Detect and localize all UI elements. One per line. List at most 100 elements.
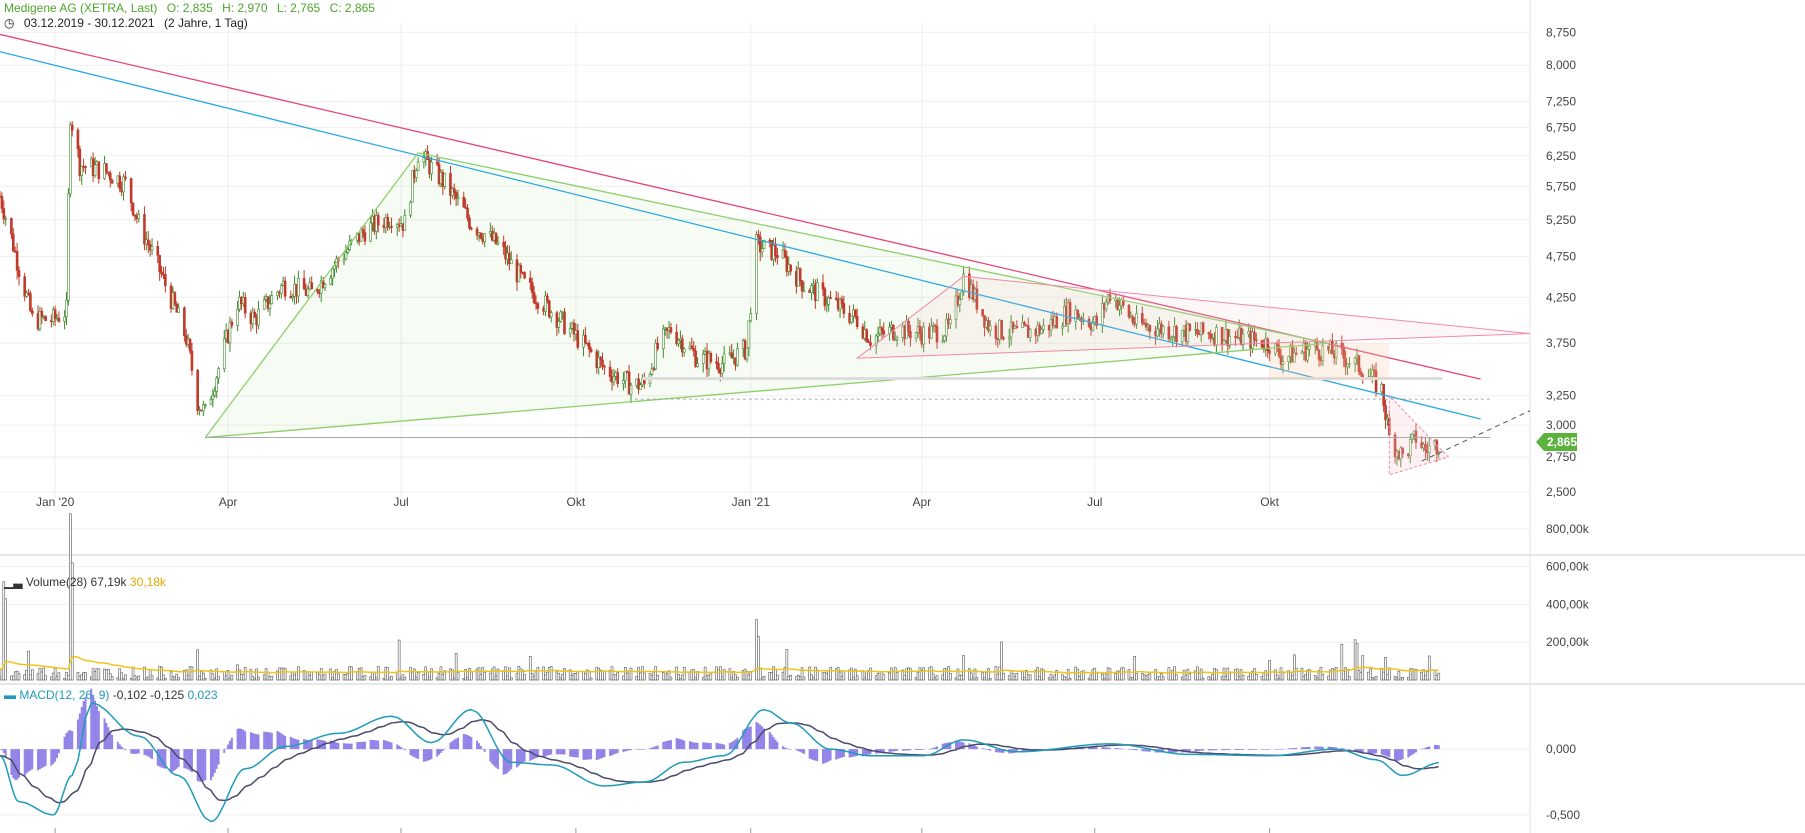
dashed-projection-line	[1421, 410, 1531, 462]
macd-hist-bar	[132, 749, 135, 754]
volume-bar	[994, 666, 998, 681]
trendline-pink	[0, 33, 1481, 380]
candle-body	[76, 129, 80, 150]
candle-body	[568, 328, 572, 335]
macd-hist-bar	[761, 726, 764, 750]
volume-bar	[110, 676, 114, 681]
candle-body	[1340, 343, 1344, 349]
volume-bar	[981, 672, 984, 681]
macd-hist-bar	[453, 739, 456, 750]
macd-hist-bar	[1424, 747, 1427, 750]
volume-bar	[1294, 667, 1298, 681]
macd-hist-bar	[120, 746, 123, 750]
candle-body	[63, 316, 66, 322]
macd-hist-bar	[198, 749, 201, 782]
macd-hist-bar	[80, 706, 83, 750]
volume-bar	[931, 673, 935, 681]
volume-bar	[1437, 672, 1441, 681]
macd-hist-bar	[1308, 746, 1311, 750]
macd-hist-bar	[4, 749, 7, 758]
candle-body	[867, 341, 870, 343]
volume-bar	[454, 653, 458, 681]
candle-body	[1315, 342, 1319, 351]
macd-hist-bar	[1411, 749, 1414, 755]
macd-hist-bar	[124, 749, 127, 750]
macd-hist-bar	[31, 749, 34, 770]
macd-hist-bar	[861, 749, 864, 757]
candle-body	[622, 380, 625, 385]
candle-body	[675, 331, 678, 345]
volume-bar	[1427, 655, 1431, 681]
price-tick-label: 3,000	[1546, 418, 1576, 432]
volume-bar	[1308, 669, 1311, 681]
macd-hist-bar	[563, 749, 566, 755]
macd-hist-bar	[422, 749, 425, 762]
macd-hist-bar	[173, 749, 176, 771]
candle-body	[1161, 326, 1165, 334]
candle-body	[80, 166, 84, 177]
macd-hist-bar	[1380, 749, 1383, 755]
macd-hist-bar	[266, 732, 269, 750]
macd-hist-bar	[1319, 746, 1322, 750]
trendline-green-diagonal	[418, 152, 1329, 344]
macd-hist-bar	[1367, 749, 1370, 755]
volume-bar	[1255, 673, 1258, 681]
volume-bar	[987, 668, 990, 681]
low-value: L: 2,765	[276, 1, 321, 15]
macd-hist-bar	[293, 738, 296, 750]
macd-hist-bar	[1266, 749, 1269, 750]
candles	[0, 121, 1441, 468]
macd-hist-bar	[894, 749, 897, 752]
volume-tick-label: 400,00k	[1546, 597, 1590, 611]
volume-bar	[203, 678, 207, 681]
volume-bar	[1015, 672, 1019, 681]
macd-hist-bar	[772, 737, 775, 750]
candle-body	[1427, 445, 1431, 454]
macd-hist-bar	[242, 729, 245, 750]
macd-hist-bar	[479, 746, 482, 750]
volume-bar	[175, 673, 179, 681]
candle-body	[810, 285, 813, 293]
macd-hist-bar	[664, 741, 667, 750]
volume-bar	[251, 675, 255, 681]
volume-bar	[656, 675, 659, 681]
macd-hist-bar	[369, 739, 372, 750]
candle-body	[422, 157, 426, 163]
macd-hist-bar	[719, 743, 722, 750]
candle-body	[1348, 363, 1351, 365]
volume-bar	[297, 666, 300, 681]
macd-hist-bar	[880, 749, 883, 753]
macd-hist-bar	[160, 749, 163, 768]
candle-body	[922, 326, 926, 345]
macd-hist-bar	[149, 749, 152, 758]
candle-body	[150, 246, 154, 251]
candle-body	[78, 148, 82, 177]
candle-body	[196, 370, 199, 411]
candle-body	[177, 307, 180, 313]
macd-hist-bar	[95, 706, 98, 750]
volume-bar	[1374, 675, 1378, 681]
candle-body	[589, 348, 593, 352]
volume-bar	[1182, 669, 1186, 681]
candle-body	[1293, 352, 1296, 363]
candle-body	[268, 303, 272, 309]
macd-hist-bar	[1388, 749, 1391, 758]
volume-bar	[789, 674, 792, 681]
macd-hist-bar	[502, 749, 505, 775]
volume-bar	[44, 675, 47, 681]
macd-hist-bar	[90, 688, 93, 750]
macd-hist-bar	[493, 749, 496, 766]
macd-hist-bar	[668, 740, 671, 750]
macd-hist-bar	[808, 749, 811, 759]
candle-body	[624, 371, 627, 381]
macd-hist-bar	[550, 749, 553, 755]
macd-hist-bar	[1145, 749, 1148, 752]
macd-hist-bar	[27, 749, 30, 772]
candle-body	[183, 307, 186, 336]
macd-hist-bar	[227, 744, 230, 750]
macd-hist-bar	[187, 749, 190, 770]
macd-hist-bar	[666, 740, 669, 750]
macd-hist-bar	[574, 749, 577, 758]
macd-hist-bar	[783, 747, 786, 750]
